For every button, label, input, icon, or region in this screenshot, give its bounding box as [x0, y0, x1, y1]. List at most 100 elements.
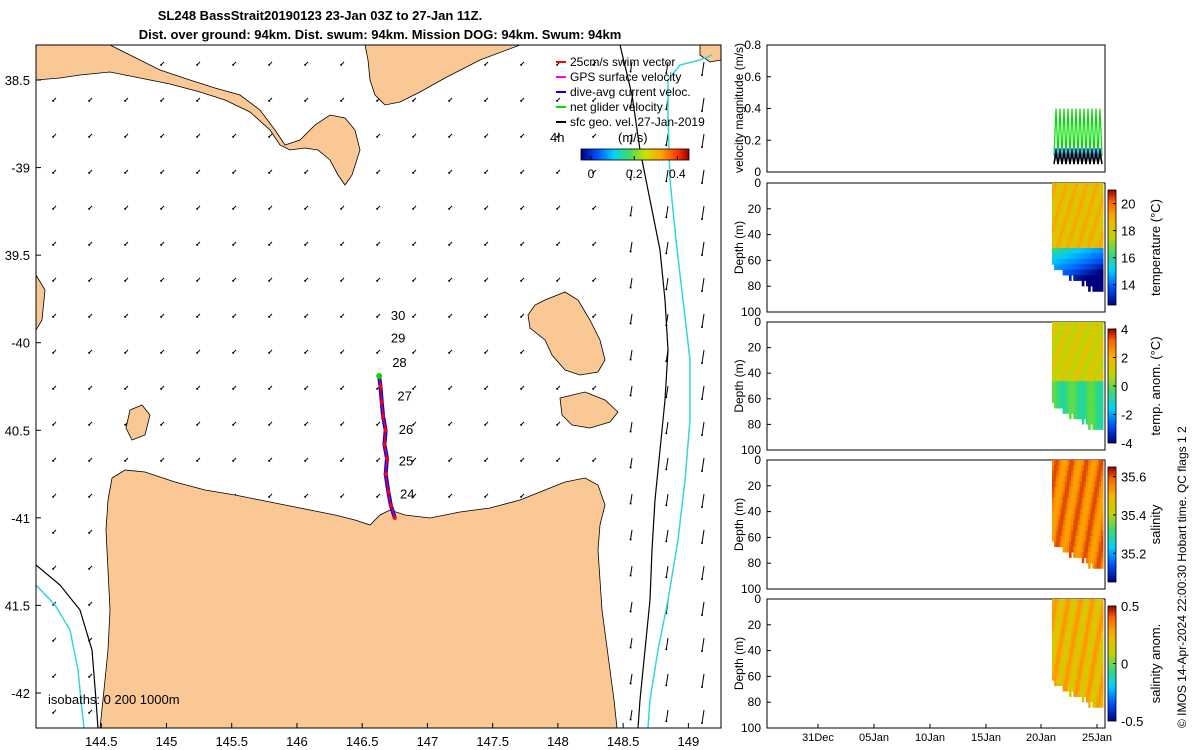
velocity-arrow-head	[701, 542, 704, 545]
profile-cell	[1066, 541, 1070, 548]
profile-cell	[1069, 188, 1072, 195]
velocity-arrow-head	[412, 243, 415, 246]
profile-cell	[1092, 664, 1095, 670]
velocity-arrow-head	[160, 171, 163, 174]
profile-cell	[1054, 664, 1057, 670]
profile-cell	[1096, 653, 1100, 659]
profile-cell	[1066, 481, 1070, 488]
profile-cell	[1088, 631, 1091, 638]
track-point	[378, 384, 383, 389]
profile-cell	[1096, 204, 1100, 211]
profile-cell	[1081, 231, 1085, 238]
profile-cell	[1052, 674, 1055, 681]
profile-cell	[1086, 402, 1089, 409]
profile-cell	[1088, 193, 1091, 200]
velocity-arrow-head	[304, 351, 307, 354]
y-tick-label: 20	[748, 618, 762, 632]
profile-cell	[1060, 215, 1064, 222]
velocity-arrow-head	[448, 135, 451, 138]
profile-cell	[1066, 658, 1070, 665]
profile-cell	[1071, 269, 1074, 276]
profile-cell	[1052, 497, 1055, 504]
land-victoria	[36, 45, 361, 186]
profile-cell	[1092, 481, 1095, 488]
profile-cell	[1081, 497, 1085, 504]
velocity-arrow-head	[412, 459, 415, 462]
profile-cell	[1054, 359, 1057, 366]
profile-cell	[1094, 391, 1098, 398]
profile-cell	[1071, 354, 1074, 361]
profile-cell	[1064, 381, 1068, 387]
profile-cell	[1062, 647, 1066, 654]
profile-cell	[1066, 237, 1070, 243]
profile-cell	[1094, 183, 1098, 189]
profile-cell	[1066, 408, 1070, 414]
velocity-arrow	[630, 601, 633, 612]
profile-cell	[1096, 674, 1100, 681]
y-tick-label: 41.5	[5, 598, 30, 613]
profile-cell	[1098, 370, 1102, 377]
velocity-arrow-head	[629, 322, 632, 325]
profile-cell	[1079, 370, 1083, 377]
y-tick-label: 40	[748, 228, 762, 242]
profile-cell	[1071, 188, 1074, 195]
profile-cell	[1100, 248, 1104, 254]
y-tick-label: 80	[748, 695, 762, 709]
profile-cell	[1077, 508, 1081, 515]
profile-cell	[1069, 220, 1072, 227]
profile-cell	[1052, 460, 1055, 466]
profile-ylabel: Depth (m)	[732, 221, 746, 274]
profile-cell	[1079, 365, 1083, 371]
profile-cell	[1079, 381, 1083, 387]
velocity-arrow-head	[304, 459, 307, 462]
profile-cell	[1090, 359, 1093, 366]
profile-cell	[1060, 620, 1064, 627]
profile-cell	[1066, 215, 1070, 222]
profile-cell	[1052, 599, 1055, 605]
profile-cell	[1066, 204, 1070, 211]
profile-cell	[1079, 408, 1083, 414]
profile-cell	[1100, 599, 1104, 605]
profile-cell	[1077, 604, 1081, 611]
profile-cell	[1092, 381, 1095, 387]
profile-cell	[1081, 503, 1085, 510]
profile-cell	[1069, 615, 1072, 622]
profile-cell	[1094, 620, 1098, 627]
profile-cell	[1058, 375, 1061, 382]
velocity-arrow-head	[52, 459, 55, 462]
profile-cell	[1075, 408, 1078, 414]
profile-cell	[1100, 402, 1104, 409]
y-tick-label: 40.5	[5, 423, 30, 438]
velocity-arrow-head	[340, 63, 343, 66]
profile-cell	[1060, 210, 1064, 216]
profile-cell	[1073, 365, 1076, 371]
profile-cell	[1090, 264, 1093, 271]
velocity-arrow-head	[448, 459, 451, 462]
profile-cell	[1052, 487, 1055, 493]
profile-cell	[1052, 620, 1055, 627]
profile-cell	[1100, 685, 1104, 692]
profile-cell	[1077, 546, 1081, 553]
profile-cell	[1073, 470, 1076, 477]
profile-cell	[1054, 487, 1057, 493]
profile-cell	[1075, 220, 1078, 227]
profile-cell	[1069, 264, 1072, 271]
profile-cell	[1090, 626, 1093, 632]
profile-cell	[1079, 535, 1083, 542]
profile-cell	[1088, 599, 1091, 605]
profile-cell	[1069, 408, 1072, 414]
profile-cell	[1098, 258, 1102, 265]
velocity-arrow-head	[52, 99, 55, 102]
profile-cell	[1090, 642, 1093, 649]
velocity-arrow-head	[556, 243, 559, 246]
profile-cell	[1092, 530, 1095, 537]
profile-cell	[1096, 508, 1100, 515]
profile-cell	[1054, 609, 1057, 616]
profile-cell	[1088, 481, 1091, 488]
profile-cell	[1094, 609, 1098, 616]
profile-cell	[1083, 231, 1087, 238]
profile-cell	[1081, 365, 1085, 371]
profile-cell	[1094, 327, 1098, 334]
profile-cell	[1071, 503, 1074, 510]
